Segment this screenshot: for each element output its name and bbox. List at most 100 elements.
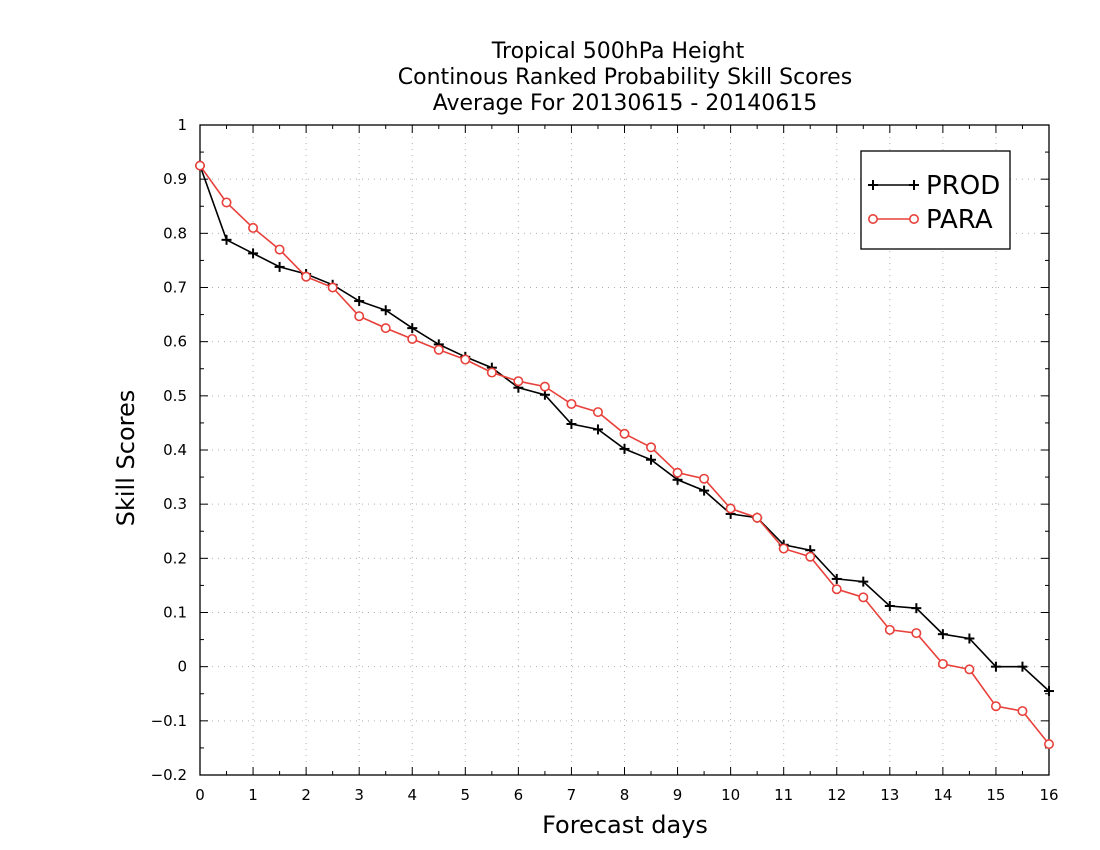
legend-box xyxy=(860,150,1011,250)
x-tick-label: 8 xyxy=(620,786,630,804)
data-point-para xyxy=(327,282,338,293)
data-point-para xyxy=(195,160,206,171)
x-tick-label: 9 xyxy=(673,786,683,804)
y-tick-label: 0.5 xyxy=(163,387,187,405)
data-point-para xyxy=(566,398,577,409)
data-point-para xyxy=(274,244,285,255)
data-point-prod xyxy=(1017,661,1028,672)
data-point-para xyxy=(858,592,869,603)
data-point-prod xyxy=(1044,686,1054,697)
x-tick-label: 3 xyxy=(354,786,364,804)
y-tick-label: 0.4 xyxy=(163,441,187,459)
data-point-para xyxy=(354,311,365,322)
data-point-para xyxy=(1044,739,1055,750)
data-point-para xyxy=(539,381,550,392)
data-point-prod xyxy=(248,248,259,259)
legend: PROD PARA xyxy=(860,150,1011,250)
y-axis-ticks: −0.2 −0.1 0 0.1 0.2 0.3 0.4 0.5 0.6 0.7 0.8 0.9 1 xyxy=(151,116,1049,784)
x-tick-label: 7 xyxy=(567,786,577,804)
data-point-prod xyxy=(221,234,232,245)
data-point-prod xyxy=(354,296,365,307)
data-point-para xyxy=(1017,706,1028,717)
legend-entry-para: PARA xyxy=(867,205,993,235)
chart-title: Tropical 500hPa Height Continous Ranked … xyxy=(398,39,852,116)
data-point-prod xyxy=(274,261,285,272)
data-point-prod xyxy=(911,603,922,614)
x-axis-ticks: 0 1 2 3 4 5 6 7 8 9 10 11 12 13 14 15 16 xyxy=(195,125,1059,804)
data-point-para xyxy=(407,333,418,344)
data-point-para xyxy=(725,503,736,514)
data-point-prod xyxy=(990,661,1001,672)
series-para xyxy=(195,160,1055,750)
x-tick-label: 15 xyxy=(986,786,1005,804)
legend-label: PARA xyxy=(926,205,993,235)
data-point-para xyxy=(884,624,895,635)
data-point-para xyxy=(433,344,444,355)
y-tick-label: −0.2 xyxy=(151,766,187,784)
y-tick-label: 0.9 xyxy=(163,170,187,188)
y-tick-label: 1 xyxy=(177,116,187,134)
data-point-prod xyxy=(699,485,710,496)
data-point-para xyxy=(248,222,259,233)
data-point-para xyxy=(592,407,603,418)
data-point-prod xyxy=(831,573,842,584)
x-tick-label: 10 xyxy=(721,786,740,804)
data-point-para xyxy=(699,473,710,484)
data-point-prod xyxy=(858,576,869,587)
title-line-1: Tropical 500hPa Height xyxy=(491,39,745,64)
series xyxy=(195,160,1055,750)
legend-marker xyxy=(867,214,878,225)
x-tick-label: 4 xyxy=(407,786,417,804)
data-point-para xyxy=(301,271,312,282)
data-point-para xyxy=(619,428,630,439)
data-point-para xyxy=(672,467,683,478)
data-point-para xyxy=(380,323,391,334)
data-point-prod xyxy=(566,419,577,429)
data-point-prod xyxy=(646,454,657,465)
x-tick-label: 11 xyxy=(774,786,793,804)
x-tick-label: 14 xyxy=(933,786,952,804)
data-point-para xyxy=(646,442,657,453)
plot-frame xyxy=(199,124,1050,776)
legend-marker xyxy=(868,180,878,190)
y-tick-label: 0.3 xyxy=(163,495,187,513)
data-point-para xyxy=(513,376,524,387)
y-tick-label: 0.8 xyxy=(163,224,187,242)
data-point-prod xyxy=(937,629,948,640)
data-point-prod xyxy=(407,323,418,334)
y-tick-label: 0.1 xyxy=(163,604,187,622)
data-point-prod xyxy=(964,633,975,644)
data-point-para xyxy=(486,367,497,378)
data-point-prod xyxy=(884,601,895,611)
series-prod xyxy=(195,160,1054,697)
x-tick-label: 0 xyxy=(195,786,205,804)
data-point-para xyxy=(964,664,975,675)
data-point-para xyxy=(911,628,922,639)
legend-label: PROD xyxy=(926,171,1000,201)
x-tick-label: 13 xyxy=(880,786,899,804)
x-tick-label: 16 xyxy=(1039,786,1058,804)
data-point-prod xyxy=(619,443,630,454)
x-tick-label: 12 xyxy=(827,786,846,804)
data-point-para xyxy=(937,658,948,669)
y-tick-label: −0.1 xyxy=(151,712,187,730)
y-tick-label: 0.7 xyxy=(163,279,187,297)
x-tick-label: 2 xyxy=(301,786,311,804)
legend-marker xyxy=(909,180,919,190)
title-line-2: Continous Ranked Probability Skill Score… xyxy=(398,65,852,90)
x-tick-label: 5 xyxy=(461,786,471,804)
y-tick-label: 0.2 xyxy=(163,549,187,567)
data-point-para xyxy=(752,512,763,523)
x-axis-title: Forecast days xyxy=(542,811,708,839)
series-line-para xyxy=(199,165,1050,745)
legend-entry-prod: PROD xyxy=(868,171,1000,201)
y-tick-label: 0 xyxy=(177,658,187,676)
data-point-para xyxy=(460,354,471,365)
x-tick-label: 1 xyxy=(248,786,258,804)
legend-marker xyxy=(908,214,919,225)
data-point-prod xyxy=(592,424,603,435)
data-point-para xyxy=(221,197,232,208)
y-tick-label: 0.6 xyxy=(163,333,187,351)
data-point-para xyxy=(831,584,842,595)
